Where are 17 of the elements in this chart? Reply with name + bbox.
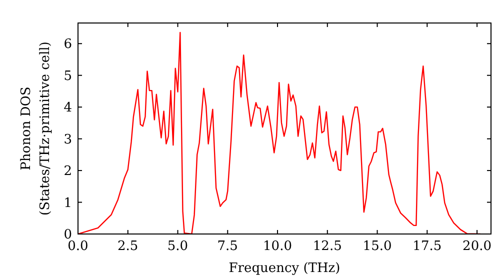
x-tick-label: 17.5 [412,239,442,254]
x-axis-title: Frequency (THz) [228,261,340,276]
y-tick-label: 3 [64,132,72,148]
y-tick-label: 6 [64,37,72,52]
y-axis-title: Phonon DOS (States/THz·primitive cell) [19,41,53,216]
x-tick-label: 12.5 [312,239,342,254]
x-tick-label: 10.0 [263,239,292,254]
x-tick-label: 0.0 [68,239,88,254]
y-tick-label: 1 [64,196,72,211]
x-tick-label: 2.5 [118,239,138,254]
y-tick-label: 5 [64,68,72,84]
y-tick-label: 2 [64,164,72,180]
x-tick-label: 7.5 [217,239,238,254]
x-tick-label: 5.0 [167,239,188,254]
x-tick-label: 20.0 [462,239,492,254]
y-tick-label: 4 [64,100,72,116]
x-tick-label: 15.0 [362,239,392,254]
